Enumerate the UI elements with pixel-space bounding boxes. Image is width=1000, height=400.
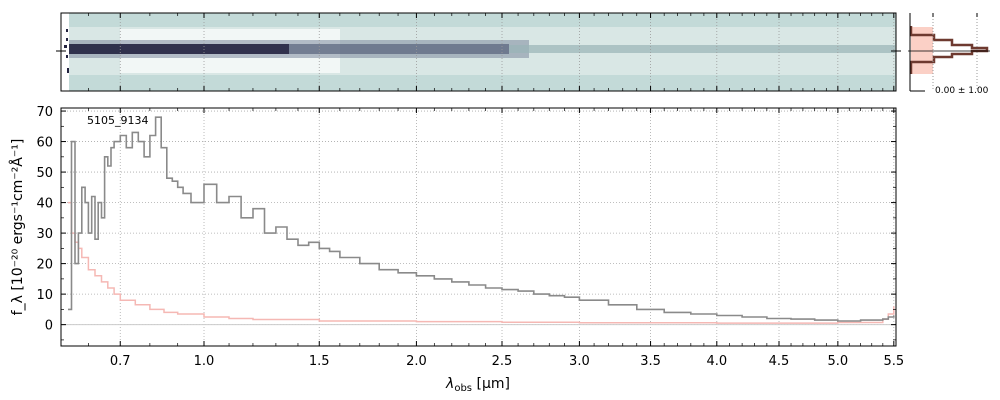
spectrum-2d-trace-tail <box>509 45 895 53</box>
x-tick-label: 0.7 <box>110 354 131 369</box>
profile-panel: 0.00 ± 1.00 <box>908 13 990 96</box>
spectrum-2d-frame <box>60 12 897 92</box>
y-axis-title: f_λ [10⁻²⁰ ergs⁻¹cm⁻²Å⁻¹] <box>9 139 26 316</box>
profile-label: 0.00 ± 1.00 <box>935 86 989 96</box>
y-tick-label: 0 <box>45 319 53 334</box>
y-tick-label: 20 <box>36 258 53 273</box>
spectrum-2d-edge-pixels <box>64 29 69 73</box>
x-tick-label: 4.0 <box>706 354 727 369</box>
flux-line <box>68 116 895 322</box>
spectrum-1d-panel: 0.7 1.0 1.5 2.0 2.5 3.0 3.5 4.0 4.5 5.0 5.5 0 10 20 3… <box>9 105 904 394</box>
y-tick-label: 40 <box>36 197 53 212</box>
x-tick-labels: 0.7 1.0 1.5 2.0 2.5 3.0 3.5 4.0 4.5 5.0 5.5 <box>110 354 904 369</box>
spectrum-2d-trace-core <box>69 44 289 54</box>
error-series <box>68 201 895 324</box>
y-tick-label: 30 <box>36 227 53 242</box>
y-tick-label: 60 <box>36 136 53 151</box>
spectrum-1d-grid <box>61 108 896 346</box>
x-tick-label: 4.5 <box>769 354 790 369</box>
x-tick-label: 3.5 <box>640 354 661 369</box>
flux-series <box>68 116 895 322</box>
x-tick-label: 1.5 <box>309 354 330 369</box>
x-tick-label: 1.0 <box>194 354 215 369</box>
y-tick-label: 10 <box>36 288 53 303</box>
x-tick-label: 2.5 <box>492 354 513 369</box>
spectrum-2d-edge-left <box>61 13 69 91</box>
spectrum-1d-plot-area <box>61 108 896 346</box>
spectrum-2d-trace-fade <box>289 44 509 54</box>
object-label: 5105_9134 <box>87 114 149 127</box>
y-tick-label: 70 <box>36 105 53 120</box>
spectrum-2d-grid <box>119 13 895 91</box>
x-axis-title: λobs [μm] <box>445 376 510 394</box>
profile-line <box>909 26 989 74</box>
spectrum-1d-frame <box>60 107 897 347</box>
error-line <box>68 201 895 324</box>
x-tick-label: 5.5 <box>883 354 904 369</box>
x-tick-label: 3.0 <box>569 354 590 369</box>
spectrum-2d-ticks <box>56 13 901 91</box>
y-tick-label: 50 <box>36 166 53 181</box>
spectrum-1d-ticks <box>61 108 896 346</box>
x-tick-label: 2.0 <box>406 354 427 369</box>
x-tick-label: 5.0 <box>828 354 849 369</box>
y-tick-labels: 0 10 20 30 40 50 60 70 <box>36 105 53 334</box>
spectrum-2d-panel <box>56 12 901 92</box>
